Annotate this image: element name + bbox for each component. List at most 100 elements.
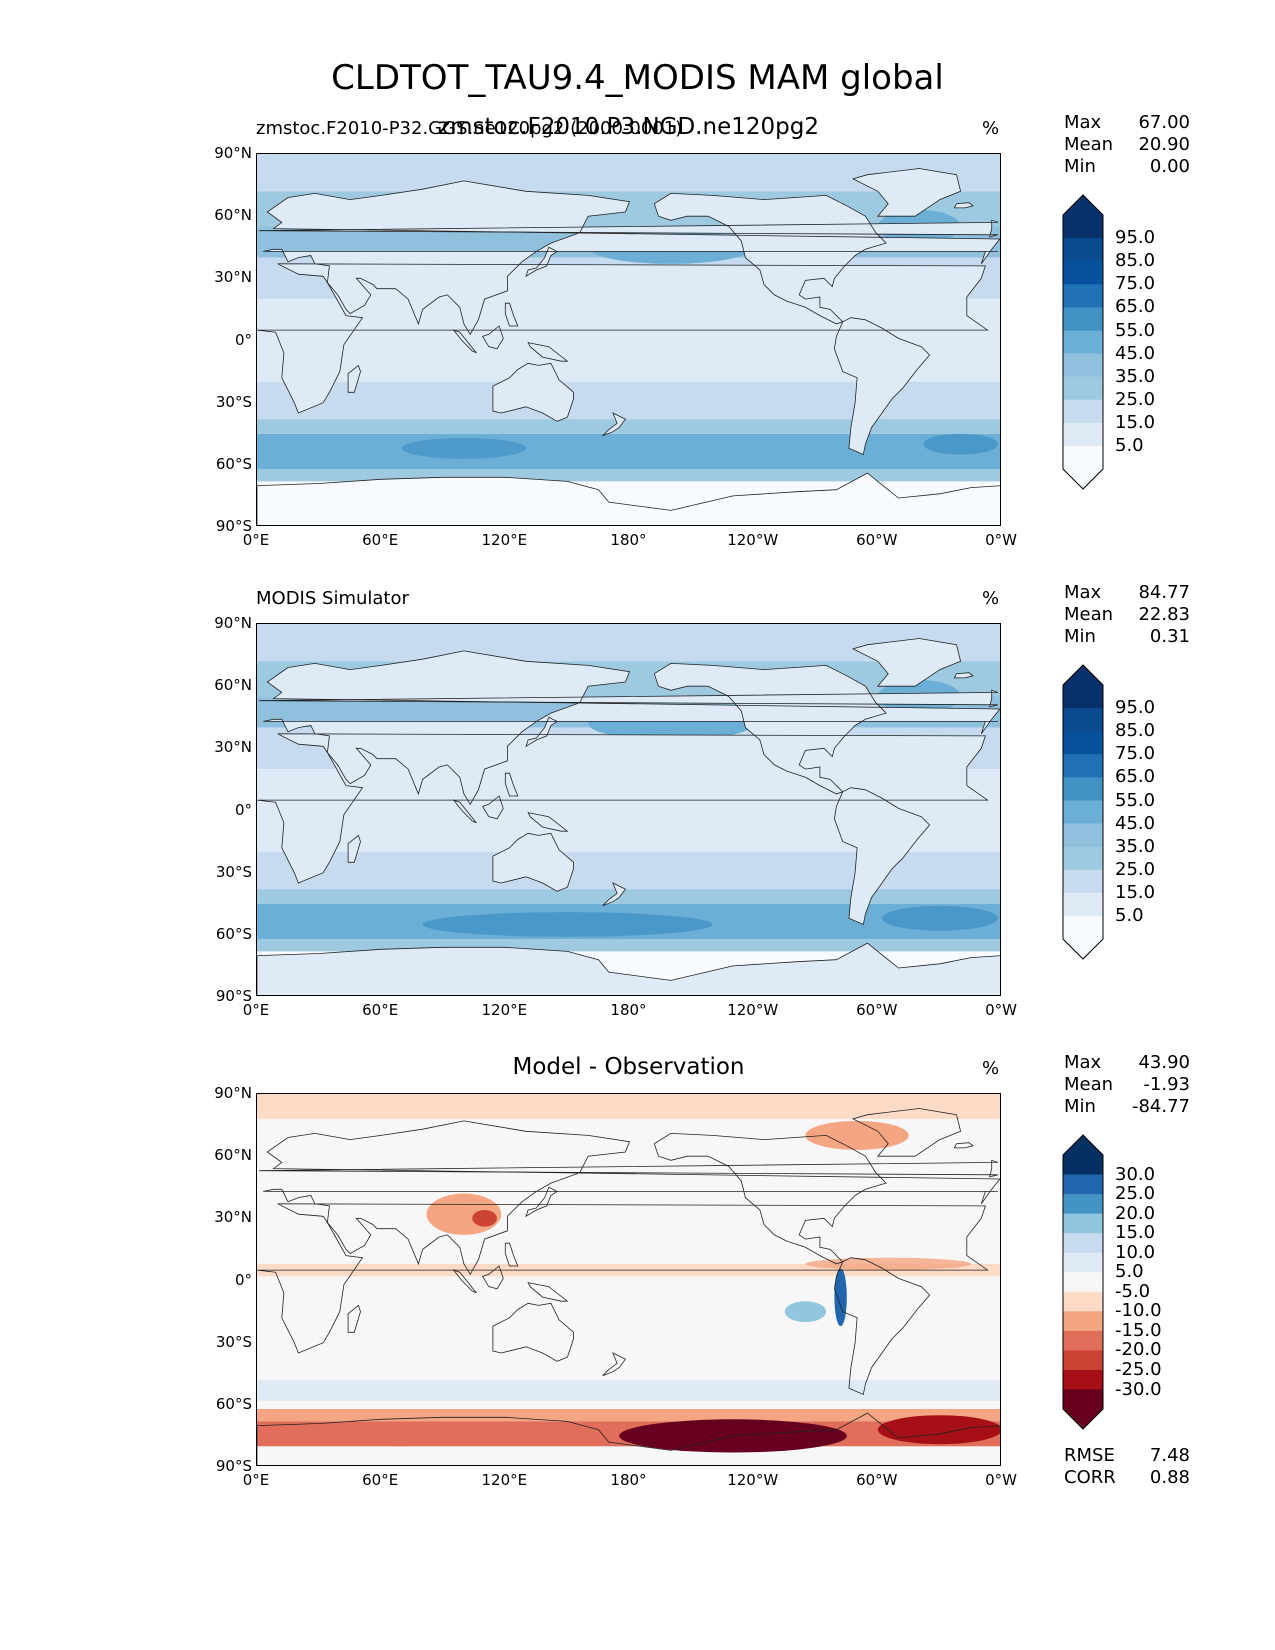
coastline-madagascar: [347, 1304, 361, 1333]
colorbar-segment: [1063, 1272, 1103, 1293]
y-tick-label: 90°S: [215, 517, 252, 535]
colorbar-segment: [1063, 823, 1103, 848]
map-plot: [256, 623, 1001, 996]
colorbar-outline: [1062, 194, 1104, 490]
y-tick-label: 90°S: [215, 987, 252, 1005]
land-fill-eurasia: [263, 650, 1000, 805]
coastline-japan: [525, 1186, 558, 1218]
colorbar-tick-label: -10.0: [1115, 1300, 1162, 1322]
x-tick-label: 120°E: [481, 531, 528, 549]
land-fill-madagascar: [348, 835, 361, 863]
coastline-namerica: [653, 662, 887, 795]
coastline-antarctica: [257, 1412, 1000, 1465]
x-tick-label: 180°: [610, 1471, 647, 1489]
field-patch: [401, 437, 526, 459]
x-tick-label: 180°: [610, 1001, 647, 1019]
coastline-madagascar: [347, 364, 361, 393]
colorbar-tick-label: 75.0: [1115, 273, 1156, 295]
colorbar-tick-label: 45.0: [1115, 342, 1156, 364]
colorbar-tick-label: 20.0: [1115, 1202, 1156, 1224]
colorbar-extend-top: [1063, 1135, 1103, 1155]
colorbar-tick-label: 5.0: [1115, 904, 1144, 926]
colorbar-segment: [1063, 376, 1103, 401]
stat-max-label: Max: [1064, 112, 1102, 133]
colorbar-segment: [1063, 1369, 1103, 1390]
y-tick-label: 90°N: [214, 614, 252, 632]
stat-min-label: Min: [1064, 626, 1096, 647]
stat-min-label: Min: [1064, 1096, 1096, 1117]
colorbar-segment: [1063, 1233, 1103, 1254]
x-tick-label: 120°W: [727, 531, 779, 549]
field-patch: [882, 905, 998, 931]
colorbar-segment: [1063, 238, 1103, 262]
units-label: %: [982, 588, 1000, 609]
land-fill-eurasia: [263, 180, 1000, 335]
coastline-antarctica: [257, 942, 1000, 995]
stat-rmse-value: 7.48: [1149, 1445, 1190, 1466]
stat-min-value: -84.77: [1131, 1096, 1190, 1117]
x-tick-label: 60°W: [856, 531, 898, 549]
colorbar-segment: [1063, 1252, 1103, 1273]
colorbar-tick-label: 5.0: [1115, 434, 1144, 456]
coastline-japan: [525, 716, 558, 748]
colorbar-tick-label: 35.0: [1115, 365, 1156, 387]
colorbar-tick-label: 25.0: [1115, 858, 1156, 880]
y-tick-label: 30°N: [214, 738, 252, 757]
colorbar-tick-label: 5.0: [1115, 1261, 1144, 1283]
land-fill-philippines: [505, 303, 518, 326]
field-patch: [472, 1210, 497, 1227]
colorbar-segment: [1063, 915, 1103, 940]
field-patch: [784, 1301, 827, 1322]
y-tick-label: 0°: [234, 800, 252, 819]
y-tick-label: 30°S: [215, 862, 252, 881]
colorbar-extend-bottom: [1063, 1409, 1103, 1429]
coastline-iceland: [953, 202, 974, 209]
field-patch: [422, 912, 713, 937]
coastline-greenland: [851, 638, 962, 687]
field-band: [257, 433, 1000, 469]
stat-mean-label: Mean: [1064, 134, 1114, 155]
field-patch: [805, 1257, 971, 1271]
colorbar-tick-label: -20.0: [1115, 1339, 1162, 1361]
colorbar-segment: [1063, 754, 1103, 778]
colorbar-segment: [1063, 445, 1103, 470]
y-tick-label: 0°: [234, 330, 252, 349]
colorbar-segment: [1063, 777, 1103, 801]
y-tick-label: 30°S: [215, 1332, 252, 1351]
y-tick-label: 60°N: [214, 1146, 252, 1165]
land-fill-borneo: [482, 796, 504, 819]
colorbar-segment: [1063, 708, 1103, 732]
colorbar-tick-label: 55.0: [1115, 319, 1156, 341]
colorbar-segment: [1063, 1155, 1103, 1175]
stat-corr-label: CORR: [1064, 1467, 1116, 1488]
field-patch: [805, 1120, 909, 1150]
field-band: [257, 419, 1000, 434]
land-fill-antarctica: [257, 473, 1000, 525]
colorbar-tick-label: -30.0: [1115, 1378, 1162, 1400]
land-fill-madagascar: [348, 365, 361, 393]
coastline-nz: [602, 1352, 627, 1377]
field-band: [257, 889, 1000, 904]
coastline-uk: [259, 1159, 999, 1178]
field-band: [257, 1094, 1000, 1119]
land-fill-newguinea: [528, 342, 568, 362]
land-fill-nz: [602, 413, 626, 436]
coastline-australia: [492, 832, 575, 892]
land-fill-sumatra: [453, 800, 477, 823]
y-tick-label: 60°S: [215, 924, 252, 943]
panel-model: zmstoc.F2010-P32.GGS.ne120pg2 (2000-0001…: [0, 0, 1275, 549]
colorbar-segment: [1063, 215, 1103, 239]
coastline-borneo: [482, 795, 504, 820]
stat-max-label: Max: [1064, 1052, 1102, 1073]
map-plot: [256, 153, 1001, 526]
stat-max-value: 43.90: [1138, 1052, 1190, 1073]
colorbar-tick-label: 15.0: [1115, 411, 1156, 433]
colorbar-extend-top: [1063, 665, 1103, 685]
y-tick-label: 60°S: [215, 454, 252, 473]
coastline-philippines: [504, 1242, 519, 1267]
land-fill-uk: [259, 220, 998, 237]
colorbar-segment: [1063, 846, 1103, 871]
land-fill-borneo: [482, 326, 504, 349]
colorbar-segment: [1063, 330, 1103, 355]
colorbar-segment: [1063, 869, 1103, 894]
